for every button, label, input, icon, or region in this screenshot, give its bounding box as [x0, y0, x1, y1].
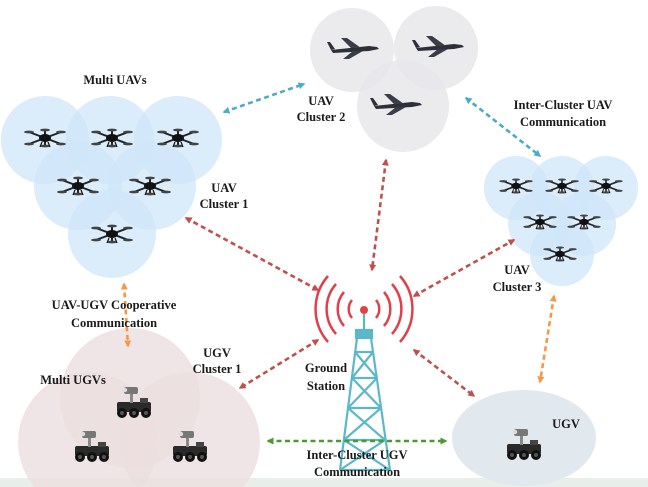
uav-cluster-1-label-line2: Cluster 1: [200, 197, 249, 211]
uav-ugv-cooperative-label-line1: UAV-UGV Cooperative: [52, 298, 177, 312]
tower-icon: [338, 314, 392, 472]
labels: Multi UAVs UAV Cluster 1 UAV Cluster 2 I…: [40, 73, 612, 479]
uav-cluster-2: [310, 6, 478, 152]
ground-station-label-line1: Ground: [305, 361, 347, 375]
uav-cluster-3: [484, 156, 638, 286]
link-station-uav-cluster-1: [184, 216, 320, 292]
uav-ugv-cooperative-label-line2: Communication: [71, 316, 157, 330]
link-station-ugv: [412, 348, 476, 398]
inter-cluster-ugv-label-line2: Communication: [314, 465, 400, 479]
link-uav-ugv-cluster-3: [537, 294, 557, 384]
uav-cluster-1-label-line1: UAV: [211, 181, 236, 195]
multi-uavs-label: Multi UAVs: [83, 73, 146, 87]
link-station-uav-cluster-2: [369, 158, 389, 272]
ugv-single: [452, 390, 596, 486]
link-station-ugv-cluster-1: [238, 338, 320, 390]
ugv-coverage-bubble: [120, 372, 260, 487]
inter-cluster-ugv-label-line1: Inter-Cluster UGV: [306, 448, 407, 462]
uav-cluster-3-label-line1: UAV: [504, 263, 529, 277]
communication-links: [120, 82, 557, 445]
ugv-cluster-1-label-line2: Cluster 1: [193, 362, 242, 376]
uav-cluster-2-label-line1: UAV: [308, 94, 333, 108]
ground-station-label-line2: Station: [307, 379, 345, 393]
multi-ugvs-label: Multi UGVs: [40, 373, 106, 387]
link-uav-ugv-cluster-1: [120, 282, 132, 348]
ugv-coverage-bubble: [452, 390, 596, 486]
ground-strip: [0, 478, 648, 487]
link-inter-uav-1-2: [222, 82, 306, 114]
signal-waves-icon: [314, 275, 414, 343]
ugv-cluster-1-label-line1: UGV: [203, 346, 231, 360]
ugv-cluster-1: [18, 328, 260, 487]
antenna-tip-icon: [360, 306, 368, 314]
inter-cluster-uav-label-line1: Inter-Cluster UAV: [514, 98, 613, 112]
uav-cluster-2-label-line2: Cluster 2: [297, 110, 346, 124]
ground-station: [314, 275, 414, 472]
link-station-uav-cluster-3: [412, 238, 516, 298]
link-inter-uav-2-3: [464, 96, 542, 158]
uav-cluster-3-label-line2: Cluster 3: [493, 280, 542, 294]
uav-cluster-1: [1, 96, 222, 278]
ugv-label: UGV: [552, 417, 580, 431]
inter-cluster-uav-label-line2: Communication: [520, 115, 606, 129]
